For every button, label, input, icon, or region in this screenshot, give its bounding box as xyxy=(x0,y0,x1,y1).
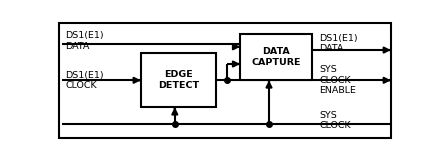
Text: DS1(E1)
CLOCK: DS1(E1) CLOCK xyxy=(65,71,104,90)
Bar xyxy=(141,53,216,107)
Text: EDGE
DETECT: EDGE DETECT xyxy=(158,70,199,90)
Text: SYS
CLOCK
ENABLE: SYS CLOCK ENABLE xyxy=(319,65,356,95)
Text: SYS
CLOCK: SYS CLOCK xyxy=(319,111,351,130)
Text: DS1(E1)
DATA: DS1(E1) DATA xyxy=(319,34,358,53)
Bar xyxy=(240,34,312,80)
Text: DS1(E1)
DATA: DS1(E1) DATA xyxy=(65,31,104,51)
Text: DATA
CAPTURE: DATA CAPTURE xyxy=(251,47,301,67)
